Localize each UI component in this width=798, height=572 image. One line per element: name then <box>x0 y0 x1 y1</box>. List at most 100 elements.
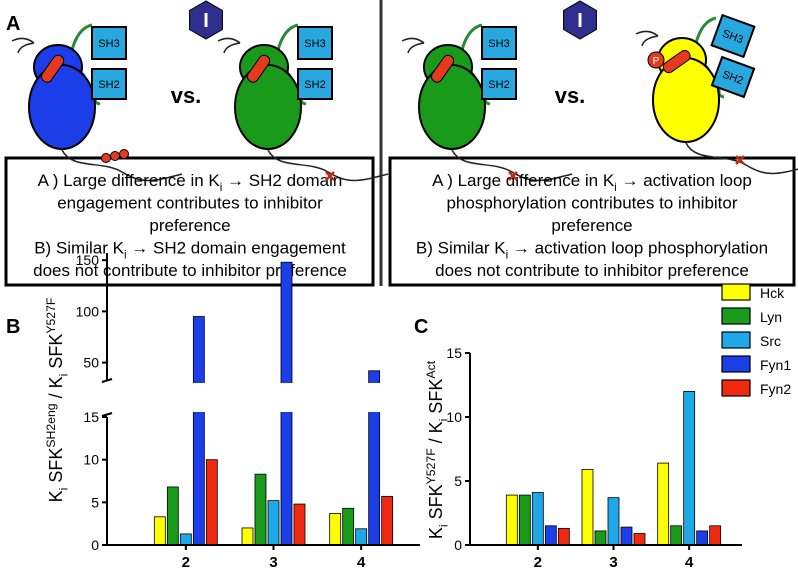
axis-break-mark <box>101 378 113 383</box>
helix <box>662 49 691 74</box>
rich-text: B) Similar Ki → SH2 domain engagement <box>34 239 346 262</box>
sup: Y527F <box>424 448 438 484</box>
inhibitor-label: I <box>577 10 583 32</box>
y-tick-label: 100 <box>76 303 100 319</box>
text-run: B) Similar K <box>34 239 124 258</box>
bar <box>544 525 557 546</box>
domain-label: SH2 <box>488 79 509 91</box>
x-tick-label: 3 <box>269 554 277 571</box>
inhibitor-hexagon <box>563 0 597 40</box>
bar <box>594 530 607 546</box>
legend-label: Src <box>760 333 781 349</box>
rich-text: B) Similar Ki → activation loop phosphor… <box>416 239 768 262</box>
text-run: SFK <box>426 379 446 419</box>
kinase: SH3 SH2 <box>11 23 183 182</box>
bar <box>381 495 394 546</box>
sub: i <box>56 374 70 377</box>
inhibitor-label: I <box>203 10 209 32</box>
helix <box>40 54 65 83</box>
text-run: A ) Large difference in K <box>432 171 615 190</box>
c-tail <box>267 149 389 182</box>
domain-label: SH3 <box>304 38 325 50</box>
helix <box>430 54 455 83</box>
sub: i <box>220 182 223 194</box>
text-run: / K <box>46 376 66 403</box>
text-run: preference <box>551 216 632 235</box>
legend-label: Fyn1 <box>760 357 791 373</box>
bar <box>254 473 267 546</box>
bar <box>557 527 570 546</box>
sup: Act <box>424 360 438 378</box>
rich-text: Ki SFKSH2eng / Ki SFKY527F <box>44 298 71 503</box>
legend-swatch <box>721 331 751 349</box>
domain-label: SH3 <box>98 38 119 50</box>
bar <box>293 503 306 546</box>
helix <box>246 54 271 83</box>
tail <box>217 37 241 54</box>
axis-break <box>108 383 406 412</box>
phospho-tyr <box>119 149 129 159</box>
bar <box>670 525 683 546</box>
y-tick-label: 5 <box>454 473 462 489</box>
bar <box>531 492 544 546</box>
y-tick-label: 10 <box>446 409 462 425</box>
text-run: A ) Large difference in K <box>38 171 221 190</box>
sup: SH2eng <box>44 403 58 447</box>
sub: i <box>56 488 70 491</box>
legend-swatch <box>721 283 751 301</box>
y-tick-label: 5 <box>91 494 99 510</box>
bar <box>696 530 709 546</box>
vs-label: vs. <box>555 83 586 108</box>
text-run: SFK <box>46 448 66 488</box>
text-run: engagement contributes to inhibitor <box>57 194 323 213</box>
bar <box>633 533 646 546</box>
inhibitor-hexagon <box>189 0 223 40</box>
sub: i <box>436 419 450 422</box>
c-lobe <box>652 57 720 143</box>
bar <box>192 316 205 546</box>
bar <box>709 525 722 546</box>
y-tick-label: 15 <box>446 345 462 361</box>
y-tick-label: 15 <box>83 409 99 425</box>
kinase: SH3 SH2 <box>217 23 389 182</box>
panel-label: A <box>6 13 20 35</box>
sh3-domain <box>297 26 333 60</box>
rich-text: A ) Large difference in Ki → SH2 domain <box>38 171 343 194</box>
sh2-domain <box>481 68 517 100</box>
bar <box>581 469 594 546</box>
bar <box>329 513 342 546</box>
tail <box>635 30 659 47</box>
y-tick-label: 0 <box>91 537 99 553</box>
text-run: K <box>46 490 66 502</box>
x-tick-label: 3 <box>609 554 617 571</box>
sh2-domain <box>91 68 127 100</box>
bar <box>620 526 633 546</box>
phospho-group <box>647 51 665 69</box>
sub: i <box>124 250 127 262</box>
domain-label: SH2 <box>98 79 119 91</box>
bar <box>355 528 368 546</box>
sh3-domain <box>481 26 517 60</box>
rich-text: A ) Large difference in Ki → activation … <box>432 171 752 194</box>
text-run: does not contribute to inhibitor prefere… <box>435 261 749 280</box>
c-lobe <box>28 64 96 150</box>
tail <box>401 37 425 54</box>
bar <box>179 533 192 546</box>
text-box <box>388 156 796 287</box>
axis-break-mark <box>101 412 113 417</box>
text-run: preference <box>149 216 230 235</box>
text-box <box>4 156 375 287</box>
rich-text: Ki SFKY527F / Ki SFKAct <box>424 360 451 539</box>
text-run: / K <box>426 421 446 448</box>
text-run: → activation loop phosphorylation <box>508 239 768 258</box>
phospho-label: P <box>653 56 660 67</box>
legend-swatch <box>721 307 751 325</box>
rich-text: engagement contributes to inhibitor <box>57 194 323 213</box>
y-tick-label: 0 <box>454 537 462 553</box>
x-marker <box>325 171 335 181</box>
text-run: → activation loop <box>617 171 752 190</box>
phospho-tyr <box>101 153 111 163</box>
bar <box>518 494 531 546</box>
rich-text: phosphorylation contributes to inhibitor <box>446 194 737 213</box>
